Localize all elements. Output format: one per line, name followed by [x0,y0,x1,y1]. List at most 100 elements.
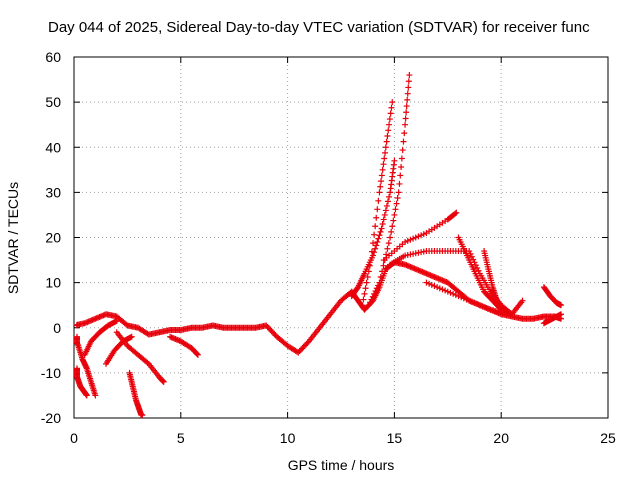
chart-title: Day 044 of 2025, Sidereal Day-to-day VTE… [48,19,590,36]
data-point [194,351,201,358]
data-point [403,109,410,116]
x-tick-labels: 0 5 10 15 20 25 [70,430,616,446]
data-point [426,280,433,287]
data-point [391,157,398,164]
data-point [404,90,411,97]
x-tick-label: 5 [177,430,185,446]
data-point [371,290,378,297]
data-point [370,240,377,247]
data-point [361,290,368,297]
data-point [383,138,390,145]
data-point [378,225,385,232]
y-tick-labels: -20 -10 0 10 20 30 40 50 60 [41,49,61,426]
series-afternoon-peak-d [380,209,460,264]
data-point [436,285,443,292]
data-point [144,359,151,366]
data-point [399,147,406,154]
data-markers [74,72,565,418]
data-point [405,78,412,85]
data-point [404,237,411,244]
data-point [396,180,403,187]
data-point [474,301,481,308]
data-point [463,296,470,303]
data-point [383,202,390,209]
data-point [412,234,419,241]
data-point [484,305,491,312]
data-point [397,172,404,179]
data-point [474,264,481,271]
data-point [420,231,427,238]
y-axis-label: SDTVAR / TECUs [5,182,21,294]
data-point [363,279,370,286]
plot-frame [73,56,609,419]
data-point [382,144,389,151]
data-point [388,104,395,111]
data-point [386,121,393,128]
series-morning-e [103,333,135,367]
data-point [439,286,446,293]
data-point [381,211,388,218]
series-mid-morning [167,333,201,358]
data-point [401,130,408,137]
data-point [476,302,483,309]
data-point [388,228,395,235]
data-point [92,392,99,399]
data-point [194,350,201,357]
data-point [378,178,385,185]
data-point [381,155,388,162]
series-morning-f [81,317,120,358]
data-point [370,252,377,259]
data-point [519,297,526,304]
series-late-b [540,311,565,327]
data-point [83,392,90,399]
y-tick-label: 50 [45,94,61,110]
data-point [387,110,394,117]
y-tick-label: 10 [45,275,61,291]
data-point [434,284,441,291]
data-point [374,239,381,246]
data-point [406,72,413,79]
data-point [384,245,391,252]
data-point [431,283,438,290]
series-morning-d [113,329,167,385]
data-point [468,253,475,260]
data-point [377,183,384,190]
data-point [458,294,465,301]
data-point [385,127,392,134]
data-point [452,210,459,217]
data-point [379,220,386,227]
data-point [389,99,396,106]
data-point [442,287,449,294]
data-point [395,189,402,196]
x-axis-label: GPS time / hours [288,457,395,473]
data-point [402,239,409,246]
data-point [374,206,381,213]
data-point [375,235,382,242]
data-point [373,242,380,249]
data-point [403,103,410,110]
data-point [384,132,391,139]
data-point [453,209,460,216]
data-point [376,232,383,239]
data-point [139,412,146,418]
data-point [368,296,375,303]
data-point [377,273,384,280]
data-point [394,195,401,202]
data-point [558,311,565,318]
series-morning-a [74,333,99,399]
data-point [392,206,399,213]
data-point [402,121,409,128]
data-point [447,289,454,296]
data-point [382,149,389,156]
data-point [372,288,379,295]
data-point [400,138,407,145]
data-point [391,211,398,218]
series-afternoon-peak-a [359,99,396,309]
data-point [380,216,387,223]
series-morning-b [74,365,90,399]
data-point [371,231,378,238]
data-point [405,84,412,91]
data-point [482,304,489,311]
series-evening-c [423,279,526,318]
